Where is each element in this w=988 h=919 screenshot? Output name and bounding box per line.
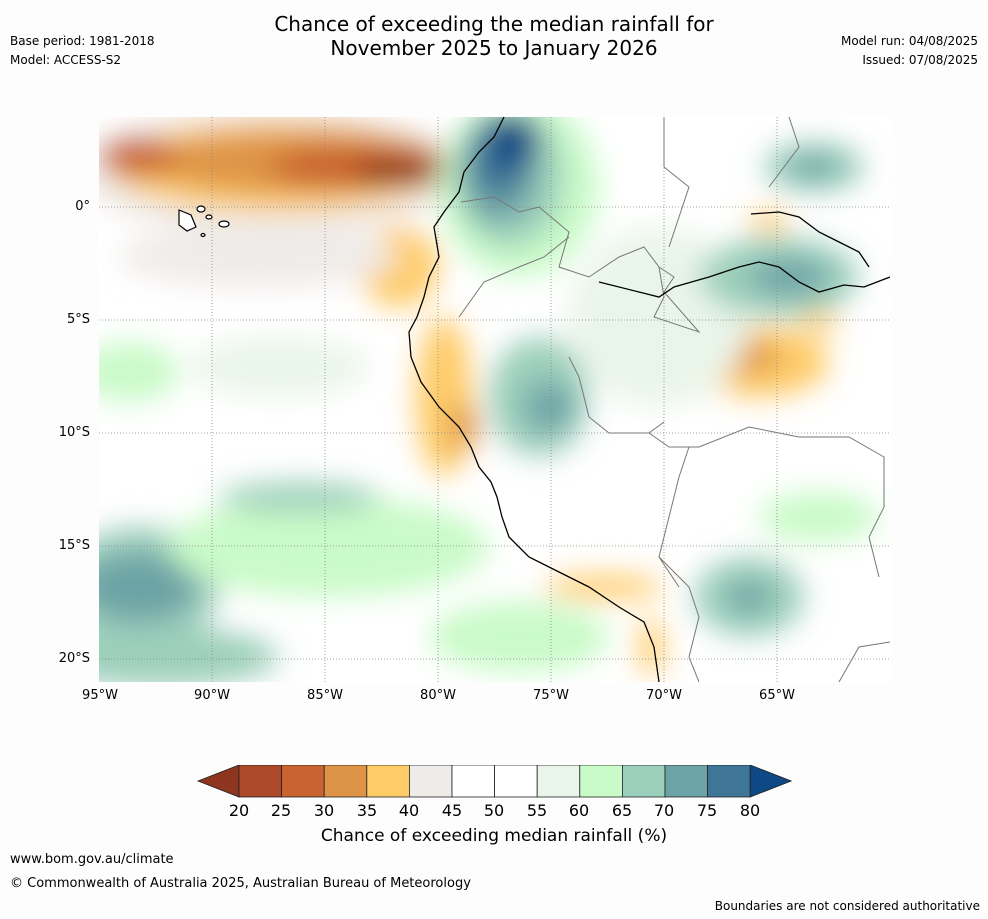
lat-label-0: 0° — [75, 199, 90, 214]
lon-label-65w: 65°W — [759, 688, 795, 703]
meta-left: Base period: 1981-2018 Model: ACCESS-S2 — [10, 32, 155, 70]
lon-label-75w: 75°W — [533, 688, 569, 703]
lat-label-5s: 5°S — [66, 312, 90, 327]
coastline — [408, 117, 890, 682]
issued-date: Issued: 07/08/2025 — [862, 53, 978, 67]
colorbar-cell — [451, 765, 495, 798]
title-line-2: November 2025 to January 2026 — [330, 36, 658, 60]
colorbar-cell — [621, 765, 666, 798]
colorbar-cell — [366, 765, 410, 798]
colorbar — [196, 765, 793, 798]
lon-label-80w: 80°W — [420, 688, 456, 703]
colorbar-tick: 20 — [228, 801, 250, 820]
meta-right: Model run: 04/08/2025 Issued: 07/08/2025 — [841, 32, 978, 70]
lon-label-95w: 95°W — [82, 688, 118, 703]
colorbar-tick: 65 — [611, 801, 633, 820]
colorbar-tick: 35 — [356, 801, 378, 820]
colorbar-tick: 75 — [696, 801, 718, 820]
colorbar-tick: 70 — [653, 801, 675, 820]
lat-label-10s: 10°S — [58, 425, 90, 440]
colorbar-tick: 50 — [483, 801, 505, 820]
disclaimer-text: Boundaries are not considered authoritat… — [714, 899, 980, 913]
graticule — [99, 117, 890, 682]
colorbar-extend-low — [196, 765, 240, 798]
colorbar-cell — [494, 765, 538, 798]
model-run: Model run: 04/08/2025 — [840, 34, 978, 48]
colorbar-cell — [323, 765, 368, 798]
colorbar-cell — [238, 765, 282, 798]
colorbar-tick: 60 — [568, 801, 590, 820]
title-line-1: Chance of exceeding the median rainfall … — [274, 12, 714, 36]
colorbar-tick: 25 — [270, 801, 292, 820]
colorbar-tick: 45 — [441, 801, 463, 820]
lon-label-70w: 70°W — [646, 688, 682, 703]
lon-label-85w: 85°W — [307, 688, 343, 703]
copyright-text: © Commonwealth of Australia 2025, Austra… — [10, 876, 471, 891]
colorbar-cell — [579, 765, 623, 798]
map-title: Chance of exceeding the median rainfall … — [0, 12, 988, 60]
colorbar-cell — [707, 765, 751, 798]
base-period: Base period: 1981-2018 — [10, 34, 155, 48]
colorbar-title: Chance of exceeding median rainfall (%) — [320, 826, 668, 846]
lat-label-15s: 15°S — [58, 538, 90, 553]
colorbar-tick: 30 — [313, 801, 335, 820]
colorbar-extend-high — [749, 765, 793, 798]
website-link[interactable]: www.bom.gov.au/climate — [10, 852, 174, 867]
galapagos-islands — [178, 205, 230, 238]
colorbar-tick: 40 — [398, 801, 420, 820]
lat-label-20s: 20°S — [58, 651, 90, 666]
colorbar-tick: 55 — [526, 801, 548, 820]
colorbar-cell — [664, 765, 708, 798]
colorbar-cell — [281, 765, 325, 798]
colorbar-cell — [536, 765, 581, 798]
colorbar-tick: 80 — [739, 801, 761, 820]
lon-label-90w: 90°W — [194, 688, 230, 703]
rainfall-map — [99, 117, 890, 682]
model-name: Model: ACCESS-S2 — [10, 53, 122, 67]
country-borders — [458, 117, 890, 682]
colorbar-cell — [408, 765, 453, 798]
